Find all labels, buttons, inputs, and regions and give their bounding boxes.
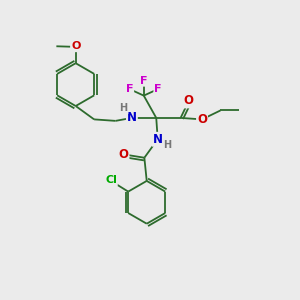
Text: H: H [163, 140, 171, 150]
Text: O: O [71, 41, 80, 51]
Text: H: H [119, 103, 128, 113]
Text: F: F [126, 84, 133, 94]
Text: N: N [153, 133, 163, 146]
Text: F: F [154, 84, 162, 94]
Text: O: O [197, 113, 207, 126]
Text: O: O [183, 94, 193, 107]
Text: Cl: Cl [105, 175, 117, 185]
Text: F: F [140, 76, 148, 86]
Text: O: O [118, 148, 128, 161]
Text: N: N [127, 111, 137, 124]
